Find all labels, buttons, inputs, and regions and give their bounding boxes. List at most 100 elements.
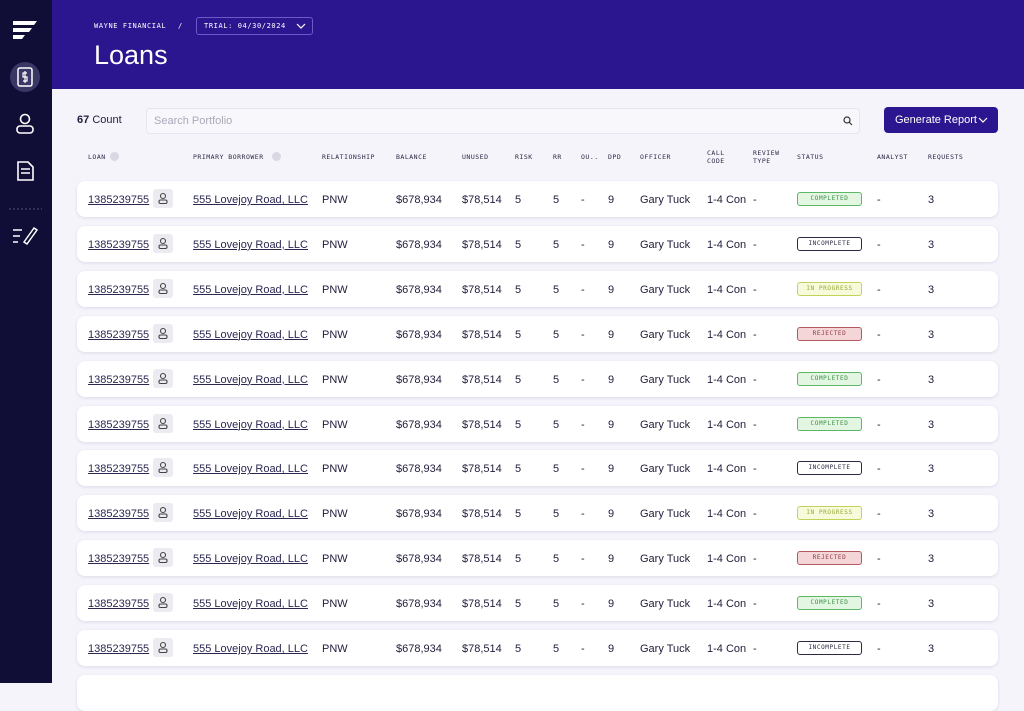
- nav-reviews[interactable]: [13, 226, 39, 246]
- loan-link[interactable]: 1385239755: [88, 463, 150, 476]
- cell: 5: [553, 553, 560, 566]
- borrower-link[interactable]: 555 Lovejoy Road, LLC: [193, 463, 308, 476]
- borrower-button[interactable]: [153, 548, 173, 568]
- column-header[interactable]: OFFICER: [640, 153, 671, 161]
- nav-borrowers[interactable]: [19, 113, 31, 125]
- loan-link[interactable]: 1385239755: [88, 598, 150, 611]
- column-header[interactable]: STATUS: [797, 153, 824, 161]
- table-row[interactable]: 1385239755 555 Lovejoy Road, LLC PNW $678,9…: [77, 450, 998, 487]
- table-row[interactable]: 1385239755 555 Lovejoy Road, LLC PNW $678,9…: [77, 630, 998, 666]
- borrower-button[interactable]: [153, 278, 173, 298]
- count-value: 67: [77, 114, 90, 126]
- cell: 5: [553, 508, 560, 521]
- loan-link[interactable]: 1385239755: [88, 643, 150, 655]
- table-row[interactable]: 1385239755 555 Lovejoy Road, LLC PNW $678,9…: [77, 360, 998, 397]
- cell: $78,514: [462, 328, 502, 341]
- table-row[interactable]: 1385239755 555 Lovejoy Road, LLC PNW $678,9…: [77, 540, 998, 577]
- loan-link[interactable]: 1385239755: [88, 328, 150, 341]
- cell: -: [581, 643, 585, 655]
- cell: $78,514: [462, 418, 502, 431]
- borrower-link[interactable]: 555 Lovejoy Road, LLC: [193, 508, 308, 521]
- column-header[interactable]: ANALYST: [877, 153, 908, 161]
- cell: 5: [515, 418, 522, 431]
- borrower-button[interactable]: [153, 458, 173, 478]
- status-badge: IN PROGRESS: [797, 506, 862, 521]
- column-header[interactable]: BALANCE: [396, 153, 427, 161]
- borrower-link[interactable]: 555 Lovejoy Road, LLC: [193, 373, 308, 386]
- borrower-link[interactable]: 555 Lovejoy Road, LLC: [193, 238, 308, 251]
- cell: 9: [608, 328, 615, 341]
- loan-link[interactable]: 1385239755: [88, 373, 150, 386]
- chevron: [296, 23, 306, 29]
- cell: 9: [608, 463, 615, 476]
- cell: 1-4 Con: [707, 328, 747, 341]
- borrower-link[interactable]: 555 Lovejoy Road, LLC: [193, 328, 308, 341]
- cell: 3: [928, 418, 935, 431]
- borrower-link[interactable]: 555 Lovejoy Road, LLC: [193, 194, 308, 206]
- table-row[interactable]: 1385239755 555 Lovejoy Road, LLC PNW $678,9…: [77, 585, 998, 622]
- borrower-button[interactable]: [153, 368, 173, 388]
- cell: PNW: [322, 553, 348, 566]
- cell: Gary Tuck: [640, 328, 691, 341]
- column-header[interactable]: RISK: [515, 153, 533, 161]
- loan-link[interactable]: 1385239755: [88, 194, 150, 206]
- borrower-button[interactable]: [153, 593, 173, 613]
- cell: Gary Tuck: [640, 553, 691, 566]
- cell: PNW: [322, 418, 348, 431]
- table-row[interactable]: [77, 674, 998, 711]
- loan-link[interactable]: 1385239755: [88, 508, 150, 521]
- column-header[interactable]: LOAN: [88, 153, 106, 161]
- table-row[interactable]: 1385239755 555 Lovejoy Road, LLC PNW $678,9…: [77, 315, 998, 352]
- cell: $78,514: [462, 643, 502, 655]
- cell: 3: [928, 508, 935, 521]
- cell: Gary Tuck: [640, 194, 691, 206]
- cell: 5: [515, 238, 522, 251]
- cell: 1-4 Con: [707, 194, 747, 206]
- borrower-link[interactable]: 555 Lovejoy Road, LLC: [193, 643, 308, 655]
- column-header[interactable]: DPD: [608, 153, 622, 161]
- borrower-link[interactable]: 555 Lovejoy Road, LLC: [193, 553, 308, 566]
- sort-icon[interactable]: [272, 152, 281, 161]
- table-row[interactable]: 1385239755 555 Lovejoy Road, LLC PNW $678,9…: [77, 405, 998, 442]
- loan-link[interactable]: 1385239755: [88, 283, 150, 296]
- column-header[interactable]: REVIEW TYPE: [753, 149, 780, 165]
- column-header[interactable]: RELATIONSHIP: [322, 153, 375, 161]
- borrower-link[interactable]: 555 Lovejoy Road, LLC: [193, 283, 308, 296]
- column-header[interactable]: CALL CODE: [707, 149, 725, 165]
- cell: -: [753, 463, 757, 476]
- nav-documents[interactable]: [17, 161, 34, 181]
- column-header[interactable]: RR: [553, 153, 562, 161]
- borrower-button[interactable]: [153, 638, 173, 657]
- loan-link[interactable]: 1385239755: [88, 553, 150, 566]
- filter-icon[interactable]: [110, 152, 119, 161]
- table-row[interactable]: 1385239755 555 Lovejoy Road, LLC PNW $678,9…: [77, 181, 998, 217]
- column-header[interactable]: REQUESTS: [928, 153, 964, 161]
- column-header[interactable]: OU..: [581, 153, 599, 161]
- table-row[interactable]: 1385239755 555 Lovejoy Road, LLC PNW $678,9…: [77, 495, 998, 532]
- cell: 9: [608, 283, 615, 296]
- loan-link[interactable]: 1385239755: [88, 418, 150, 431]
- column-header[interactable]: UNUSED: [462, 153, 489, 161]
- borrower-button[interactable]: [153, 233, 173, 253]
- borrower-link[interactable]: 555 Lovejoy Road, LLC: [193, 598, 308, 611]
- borrower-link[interactable]: 555 Lovejoy Road, LLC: [193, 418, 308, 431]
- table-row[interactable]: 1385239755 555 Lovejoy Road, LLC PNW $678,9…: [77, 225, 998, 262]
- search-box[interactable]: Search Portfolio: [146, 108, 860, 134]
- generate-report-button[interactable]: Generate Report: [884, 107, 998, 133]
- person-icon: [158, 507, 168, 519]
- cell: -: [753, 418, 757, 431]
- borrower-button[interactable]: [153, 503, 173, 523]
- content: 67 Count Search Portfolio Generate Repor…: [52, 89, 1024, 711]
- cell: -: [753, 643, 757, 655]
- cell: 3: [928, 283, 935, 296]
- trial-dropdown[interactable]: TRIAL: 04/30/2024: [196, 17, 313, 35]
- cell: -: [877, 238, 881, 251]
- person-icon: [158, 462, 168, 474]
- loan-link[interactable]: 1385239755: [88, 238, 150, 251]
- borrower-button[interactable]: [153, 413, 173, 433]
- table-row[interactable]: 1385239755 555 Lovejoy Road, LLC PNW $678,9…: [77, 270, 998, 307]
- borrower-button[interactable]: [153, 323, 173, 343]
- breadcrumb[interactable]: WAYNE FINANCIAL: [94, 22, 167, 30]
- borrower-button[interactable]: [153, 189, 173, 208]
- column-header[interactable]: PRIMARY BORROWER: [193, 153, 264, 161]
